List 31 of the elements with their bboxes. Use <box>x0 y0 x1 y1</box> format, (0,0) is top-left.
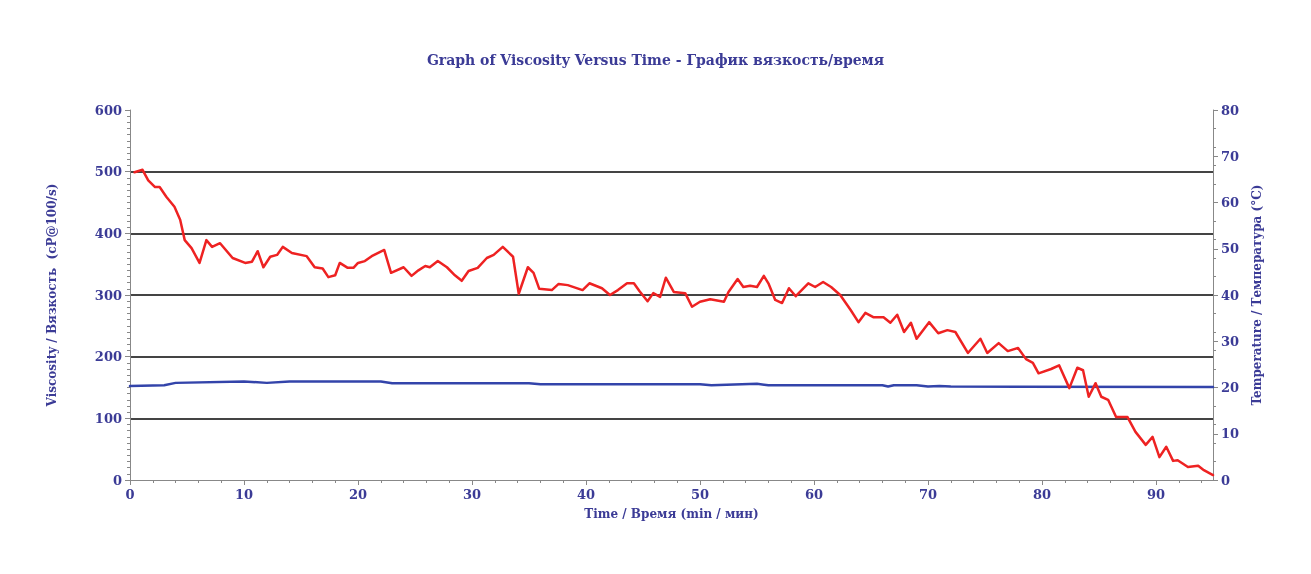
x-tick-label: 30 <box>462 487 482 502</box>
x-tick-label: 0 <box>125 487 135 502</box>
y-tick-label: 600 <box>94 102 122 118</box>
x-tick-label: 90 <box>1146 487 1166 502</box>
y2-tick-label: 80 <box>1221 102 1240 118</box>
x-axis-title: Time / Время (min / мин) <box>584 507 759 521</box>
y2-tick-label: 70 <box>1221 148 1240 164</box>
y2-tick-label: 10 <box>1221 426 1240 442</box>
y-tick-label: 300 <box>94 287 122 303</box>
y-tick-label: 0 <box>112 472 122 488</box>
x-tick-label: 40 <box>576 487 596 502</box>
chart-title: Graph of Viscosity Versus Time - График вязкость/время <box>426 52 885 68</box>
x-tick-label: 60 <box>804 487 824 502</box>
x-tick-label: 10 <box>234 487 254 502</box>
y-tick-label: 200 <box>94 349 122 365</box>
x-tick-label: 50 <box>690 487 710 502</box>
y2-tick-label: 20 <box>1221 380 1240 395</box>
y-tick-label: 500 <box>94 164 122 180</box>
y2-axis-title: Temperature / Температура (°C) <box>1250 184 1264 406</box>
y-axis-title: Viscosity / Вязкость (cP@100/s) <box>45 183 59 408</box>
y2-tick-label: 50 <box>1221 241 1240 257</box>
x-tick-label: 80 <box>1032 487 1052 502</box>
y-tick-label: 100 <box>94 410 122 426</box>
y2-tick-label: 0 <box>1221 472 1231 488</box>
y2-tick-label: 60 <box>1221 195 1240 210</box>
y-tick-label: 400 <box>94 225 122 241</box>
x-tick-label: 20 <box>348 487 368 502</box>
y2-tick-label: 40 <box>1221 287 1240 303</box>
x-tick-label: 70 <box>918 487 938 502</box>
y2-tick-label: 30 <box>1221 333 1240 349</box>
line-series <box>133 168 1215 477</box>
